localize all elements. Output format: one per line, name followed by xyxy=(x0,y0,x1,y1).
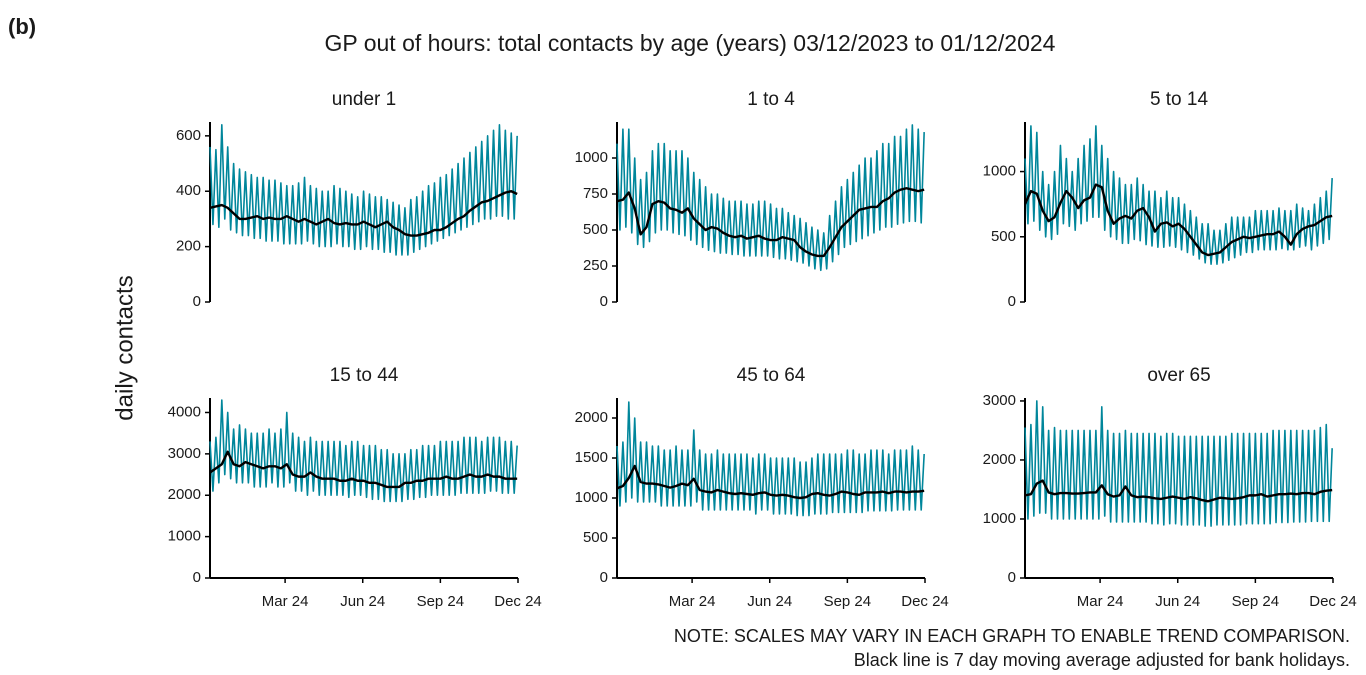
x-tick-label: Sep 24 xyxy=(824,593,872,610)
y-tick-label: 0 xyxy=(193,569,201,586)
panel-title: under 1 xyxy=(332,89,396,110)
x-tick-label: Jun 24 xyxy=(747,593,792,610)
y-tick-label: 1000 xyxy=(983,163,1016,180)
y-tick-label: 2000 xyxy=(575,409,608,426)
y-tick-label: 1000 xyxy=(983,510,1016,527)
y-tick-label: 1000 xyxy=(168,528,201,545)
y-tick-label: 0 xyxy=(193,293,201,310)
y-tick-label: 3000 xyxy=(983,392,1016,409)
y-tick-label: 4000 xyxy=(168,403,201,420)
y-tick-label: 2000 xyxy=(168,486,201,503)
y-tick-label: 250 xyxy=(583,257,608,274)
y-tick-label: 1000 xyxy=(575,489,608,506)
x-tick-label: Dec 24 xyxy=(1309,593,1357,610)
x-tick-label: Dec 24 xyxy=(494,593,542,610)
x-tick-label: Jun 24 xyxy=(340,593,385,610)
x-tick-label: Dec 24 xyxy=(901,593,949,610)
y-tick-label: 0 xyxy=(1008,569,1016,586)
figure-title: GP out of hours: total contacts by age (… xyxy=(325,30,1056,56)
panel-title: 1 to 4 xyxy=(747,89,795,110)
series-line xyxy=(616,124,925,272)
panel-title: over 65 xyxy=(1147,365,1210,386)
y-tick-label: 500 xyxy=(583,221,608,238)
series-line xyxy=(209,399,518,503)
x-tick-label: Mar 24 xyxy=(669,593,716,610)
x-tick-label: Mar 24 xyxy=(1077,593,1124,610)
y-tick-label: 0 xyxy=(600,293,608,310)
y-tick-label: 750 xyxy=(583,185,608,202)
panel-label: (b) xyxy=(8,14,36,39)
series-line xyxy=(209,450,518,489)
series-line xyxy=(616,401,925,517)
x-tick-label: Jun 24 xyxy=(1155,593,1200,610)
series-line xyxy=(1024,400,1333,527)
y-tick-label: 1500 xyxy=(575,449,608,466)
y-tick-label: 0 xyxy=(1008,293,1016,310)
y-tick-label: 500 xyxy=(583,529,608,546)
note: NOTE: SCALES MAY VARY IN EACH GRAPH TO E… xyxy=(674,626,1350,646)
y-tick-label: 3000 xyxy=(168,445,201,462)
y-tick-label: 400 xyxy=(176,182,201,199)
note: Black line is 7 day moving average adjus… xyxy=(854,650,1350,670)
series-line xyxy=(1023,183,1333,257)
series-line xyxy=(616,187,925,258)
y-tick-label: 600 xyxy=(176,127,201,144)
x-tick-label: Sep 24 xyxy=(1232,593,1280,610)
x-tick-label: Mar 24 xyxy=(262,593,309,610)
series-line xyxy=(209,190,518,237)
series-line xyxy=(616,464,925,500)
y-tick-label: 0 xyxy=(600,569,608,586)
y-tick-label: 2000 xyxy=(983,451,1016,468)
y-tick-label: 1000 xyxy=(575,149,608,166)
panel-title: 45 to 64 xyxy=(737,365,806,386)
panel-title: 15 to 44 xyxy=(330,365,399,386)
y-axis-label: daily contacts xyxy=(111,275,138,420)
series-line xyxy=(209,123,518,256)
series-line xyxy=(1024,479,1333,503)
x-tick-label: Sep 24 xyxy=(417,593,465,610)
y-tick-label: 500 xyxy=(991,228,1016,245)
panel-title: 5 to 14 xyxy=(1150,89,1209,110)
y-tick-label: 200 xyxy=(176,238,201,255)
